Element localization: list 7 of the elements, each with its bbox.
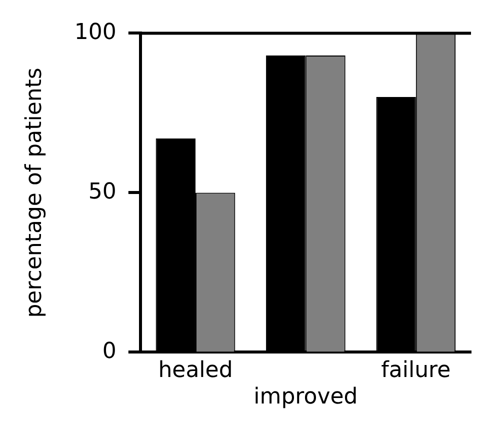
x-tick-label: improved xyxy=(254,384,358,410)
y-axis-title: percentage of patients xyxy=(22,68,47,318)
y-tick-label: 50 xyxy=(88,179,116,204)
x-tick-label: healed xyxy=(158,358,233,384)
x-tick-label: failure xyxy=(381,358,451,384)
y-tick-label: 100 xyxy=(74,20,116,45)
y-tick-label: 0 xyxy=(102,338,116,364)
